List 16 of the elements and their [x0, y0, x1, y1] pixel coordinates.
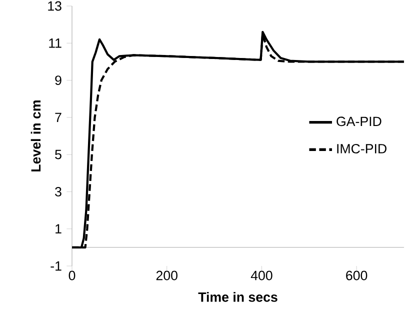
x-tick-label: 600 [346, 270, 368, 280]
x-axis-title: Time in secs [198, 292, 278, 302]
y-tick-label: 13 [48, 1, 62, 11]
y-tick-label: 1 [56, 224, 62, 234]
x-tick-label: 400 [250, 270, 272, 280]
y-tick-label: -1 [50, 261, 62, 271]
y-axis-title: Level in cm [30, 100, 41, 172]
x-tick-label: 200 [156, 270, 178, 280]
legend-label: GA-PID [336, 116, 382, 126]
y-tick-label: 9 [55, 76, 62, 85]
y-tick-label: 11 [49, 38, 62, 48]
x-tick-label: 0 [68, 270, 76, 280]
y-tick-label: 7 [55, 112, 62, 122]
legend-label: IMC-PID [337, 144, 386, 154]
y-tick-label: 5 [55, 150, 62, 160]
y-tick-label: 3 [55, 186, 62, 196]
